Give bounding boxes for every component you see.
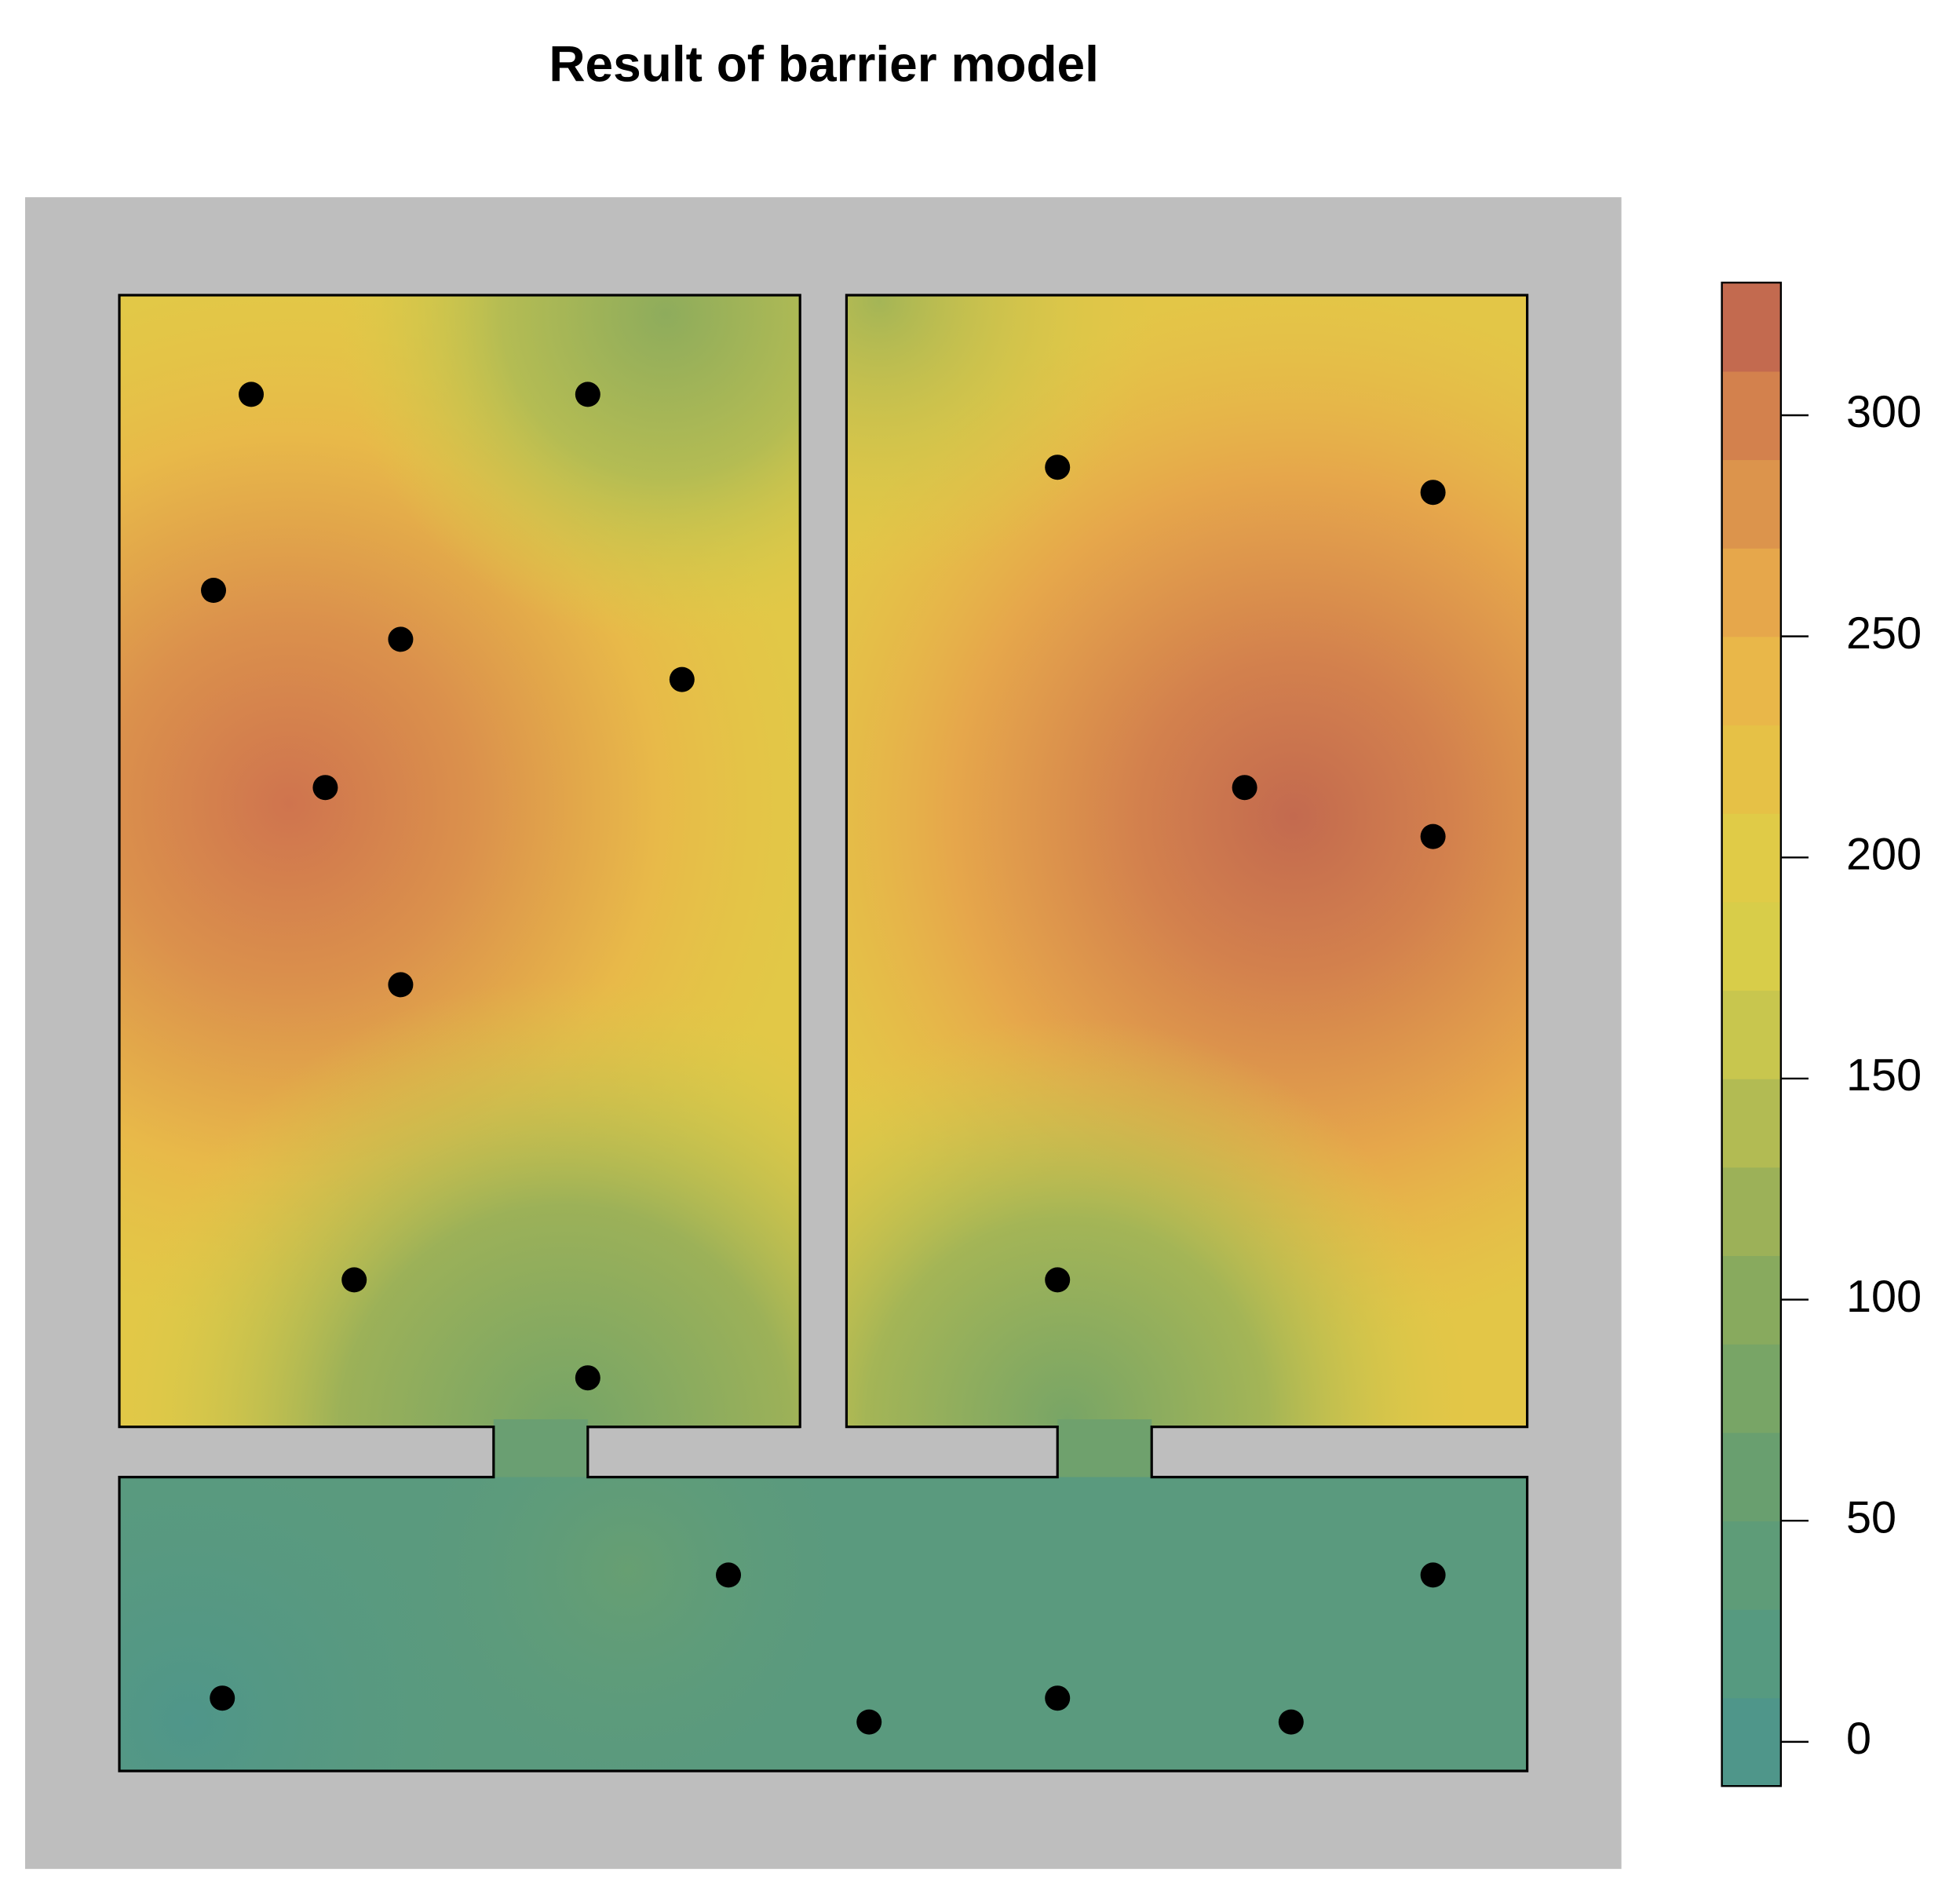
colorbar-band xyxy=(1721,901,1781,991)
colorbar-band xyxy=(1721,371,1781,461)
point xyxy=(575,382,600,407)
colorbar-band xyxy=(1721,1608,1781,1699)
colorbar-band xyxy=(1721,1343,1781,1433)
colorbar-tick-label: 250 xyxy=(1846,608,1922,659)
point xyxy=(341,1267,367,1293)
point xyxy=(1420,480,1446,506)
outline xyxy=(118,294,1529,1773)
point xyxy=(1420,1562,1446,1588)
point xyxy=(1045,1685,1071,1711)
point xyxy=(210,1685,235,1711)
colorbar-band xyxy=(1721,812,1781,903)
field-right xyxy=(846,295,1527,1427)
colorbar-band xyxy=(1721,1078,1781,1168)
colorbar-band xyxy=(1721,1432,1781,1522)
point xyxy=(388,626,414,652)
colorbar-band xyxy=(1721,1255,1781,1345)
colorbar-tick-label: 50 xyxy=(1846,1492,1896,1543)
channel xyxy=(1057,1419,1152,1485)
point xyxy=(312,775,338,801)
colorbar-band xyxy=(1721,725,1781,814)
colorbar-band xyxy=(1721,1167,1781,1257)
colorbar-band xyxy=(1721,1697,1781,1787)
colorbar-band xyxy=(1721,1521,1781,1610)
point xyxy=(575,1365,600,1391)
colorbar-tick-label: 150 xyxy=(1846,1050,1922,1101)
point xyxy=(1045,455,1071,480)
point xyxy=(201,578,227,603)
colorbar-tick-label: 0 xyxy=(1846,1714,1871,1764)
colorbar-tick-label: 100 xyxy=(1846,1272,1922,1322)
colorbar-band xyxy=(1721,990,1781,1079)
point xyxy=(856,1709,882,1735)
point xyxy=(388,972,414,998)
colorbar-band xyxy=(1721,459,1781,549)
colorbar-tick-label: 200 xyxy=(1846,830,1922,880)
point xyxy=(239,382,265,407)
colorbar-band xyxy=(1721,636,1781,726)
colorbar-band xyxy=(1721,547,1781,637)
point xyxy=(1420,823,1446,849)
field-bottom xyxy=(119,1477,1527,1771)
point xyxy=(1232,775,1257,801)
channel xyxy=(493,1419,588,1485)
colorbar-frame xyxy=(1721,281,1783,1787)
colorbar-tick-label: 300 xyxy=(1846,387,1922,437)
observations xyxy=(201,382,1446,1735)
map xyxy=(25,197,1622,1869)
point xyxy=(669,666,695,692)
point xyxy=(1278,1709,1304,1735)
point xyxy=(716,1562,742,1588)
field-left xyxy=(119,295,801,1427)
point xyxy=(1045,1267,1071,1293)
colorbar: 0 50 100 150 200 250 300 xyxy=(1721,281,1922,1787)
chart-title: Result of barrier model xyxy=(549,35,1099,92)
colorbar-band xyxy=(1721,283,1781,372)
